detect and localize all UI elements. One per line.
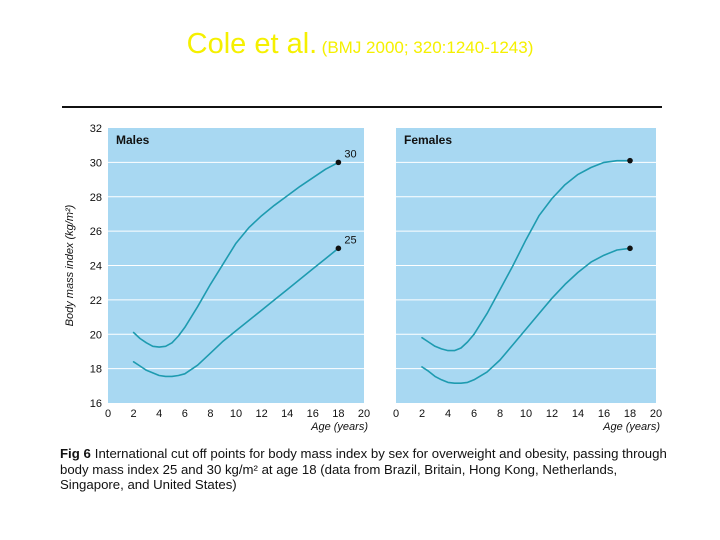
y-tick-label: 20 xyxy=(90,329,102,341)
panel-females-series-30-line xyxy=(421,159,631,352)
panel-males-series-30-label: 30 xyxy=(344,148,356,160)
bmi-chart: Body mass index (kg/m²)16182022242628303… xyxy=(64,123,662,433)
y-tick-label: 32 xyxy=(90,123,102,135)
panel-males-series-25-line xyxy=(132,247,340,378)
panel-females-series-25-line xyxy=(421,247,631,385)
panel-males-x-tick-label: 20 xyxy=(358,408,370,420)
panel-males-x-tick-label: 18 xyxy=(332,408,344,420)
panel-males-series-30-endpoint xyxy=(335,159,342,166)
panel-females-x-tick-label: 18 xyxy=(624,408,636,420)
y-tick-label: 28 xyxy=(90,192,102,204)
panel-females-x-tick-label: 12 xyxy=(546,408,558,420)
panel-females-series-30-endpoint xyxy=(627,157,633,164)
panel-males-series-30-line xyxy=(132,161,340,348)
slide-title-main: Cole et al. xyxy=(186,28,318,60)
slide-title: Cole et al. (BMJ 2000; 320:1240-1243) xyxy=(0,28,720,61)
y-tick-label: 30 xyxy=(90,157,102,169)
panel-males-x-axis-label: Age (years) xyxy=(310,421,368,433)
panel-males-series-25-label: 25 xyxy=(344,234,356,246)
panel-males-x-tick-label: 0 xyxy=(105,408,111,420)
y-tick-label: 18 xyxy=(90,364,102,376)
panel-males-x-tick-label: 16 xyxy=(307,408,319,420)
panel-females-x-tick-label: 8 xyxy=(497,408,503,420)
panel-females-x-tick-label: 6 xyxy=(471,408,477,420)
panel-males-series-25-endpoint xyxy=(335,245,342,252)
panel-females-series-25-endpoint xyxy=(627,245,633,252)
panel-females-x-tick-label: 0 xyxy=(393,408,399,420)
figure-caption: Fig 6 International cut off points for bo… xyxy=(60,446,670,493)
panel-males-x-tick-label: 10 xyxy=(230,408,242,420)
y-axis-label: Body mass index (kg/m²) xyxy=(64,204,76,326)
panel-females-title: Females xyxy=(404,133,452,147)
panel-males-x-tick-label: 4 xyxy=(156,408,162,420)
slide-title-reference: (BMJ 2000; 320:1240-1243) xyxy=(321,38,534,57)
y-tick-label: 26 xyxy=(90,226,102,238)
panel-males-title: Males xyxy=(116,133,150,147)
panel-females-x-tick-label: 20 xyxy=(650,408,662,420)
caption-label: Fig 6 xyxy=(60,446,91,461)
panel-males-x-tick-label: 14 xyxy=(281,408,293,420)
y-tick-label: 24 xyxy=(90,261,102,273)
panel-males-x-tick-label: 8 xyxy=(207,408,213,420)
y-tick-label: 22 xyxy=(90,295,102,307)
panel-females-x-tick-label: 2 xyxy=(419,408,425,420)
y-tick-label: 16 xyxy=(90,398,102,410)
figure-top-rule xyxy=(62,106,662,108)
panel-males-x-tick-label: 6 xyxy=(182,408,188,420)
panel-females-x-tick-label: 16 xyxy=(598,408,610,420)
caption-text: International cut off points for body ma… xyxy=(60,446,667,492)
panel-females-x-axis-label: Age (years) xyxy=(602,421,660,433)
panel-males-x-tick-label: 12 xyxy=(255,408,267,420)
panel-females-x-tick-label: 10 xyxy=(520,408,532,420)
panel-females-x-tick-label: 4 xyxy=(445,408,451,420)
panel-females-x-tick-label: 14 xyxy=(572,408,584,420)
panel-males-x-tick-label: 2 xyxy=(131,408,137,420)
